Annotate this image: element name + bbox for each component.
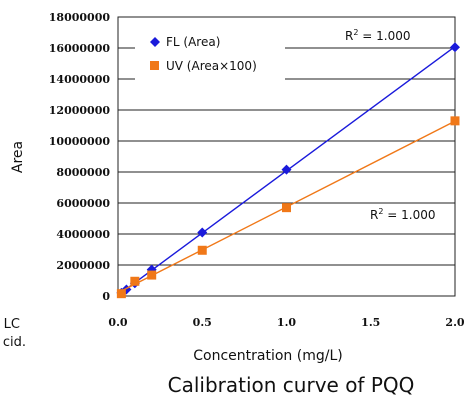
y-tick-label: 4000000 [56, 228, 110, 241]
y-tick-label: 16000000 [49, 42, 111, 55]
series-uv [116, 116, 460, 299]
svg-text:R2 = 1.000: R2 = 1.000 [345, 28, 410, 43]
data-point [282, 203, 291, 213]
x-axis-tick-labels: 0.0 0.5 1.0 1.5 2.0 [108, 316, 464, 329]
r2-fl-sup: 2 [353, 28, 358, 37]
data-point [450, 42, 460, 53]
legend-marker-fl [150, 37, 160, 47]
y-axis-title: Area [10, 141, 26, 173]
y-tick-label: 18000000 [49, 11, 111, 24]
y-tick-label: 14000000 [49, 73, 111, 86]
y-tick-label: 6000000 [56, 197, 110, 210]
x-tick-label: 0.5 [193, 316, 212, 329]
series-layer [116, 42, 460, 299]
r2-uv-label: R [370, 208, 378, 222]
figure-caption: Calibration curve of PQQ [168, 373, 415, 396]
left-fragment-1: LC [4, 317, 20, 332]
legend-label-fl: FL (Area) [166, 35, 220, 49]
x-axis-title: Concentration (mg/L) [193, 348, 342, 364]
data-point [450, 116, 460, 126]
legend-label-uv: UV (Area×100) [166, 59, 257, 73]
x-tick-label: 0.0 [108, 316, 127, 329]
x-tick-label: 2.0 [445, 316, 464, 329]
r2-uv-sup: 2 [378, 207, 383, 216]
y-tick-label: 10000000 [49, 135, 111, 148]
y-tick-label: 0 [102, 290, 110, 303]
data-point [197, 227, 208, 238]
y-tick-label: 8000000 [56, 166, 110, 179]
r2-fl-label: R [345, 29, 353, 43]
gridlines [118, 47, 455, 266]
legend: FL (Area) UV (Area×100) [135, 31, 285, 81]
data-point [281, 164, 292, 175]
r2-fl-value: = 1.000 [358, 29, 410, 43]
x-tick-label: 1.5 [361, 316, 380, 329]
data-point [116, 289, 126, 299]
r2-annotation-fl: R2 = 1.000 [325, 27, 421, 45]
y-tick-label: 12000000 [49, 104, 111, 117]
svg-text:R2 = 1.000: R2 = 1.000 [370, 207, 435, 222]
legend-box [135, 31, 285, 81]
r2-annotation-uv: R2 = 1.000 [360, 205, 454, 223]
legend-marker-uv [150, 61, 159, 70]
y-axis-tick-labels: 0 2000000 4000000 6000000 8000000 10000000 120… [49, 11, 111, 303]
data-point [130, 276, 140, 286]
r2-uv-value: = 1.000 [383, 208, 435, 222]
data-point [197, 245, 207, 255]
y-tick-label: 2000000 [56, 259, 110, 272]
left-fragment-2: cid. [3, 335, 26, 350]
data-point [147, 270, 157, 280]
x-tick-label: 1.0 [277, 316, 296, 329]
